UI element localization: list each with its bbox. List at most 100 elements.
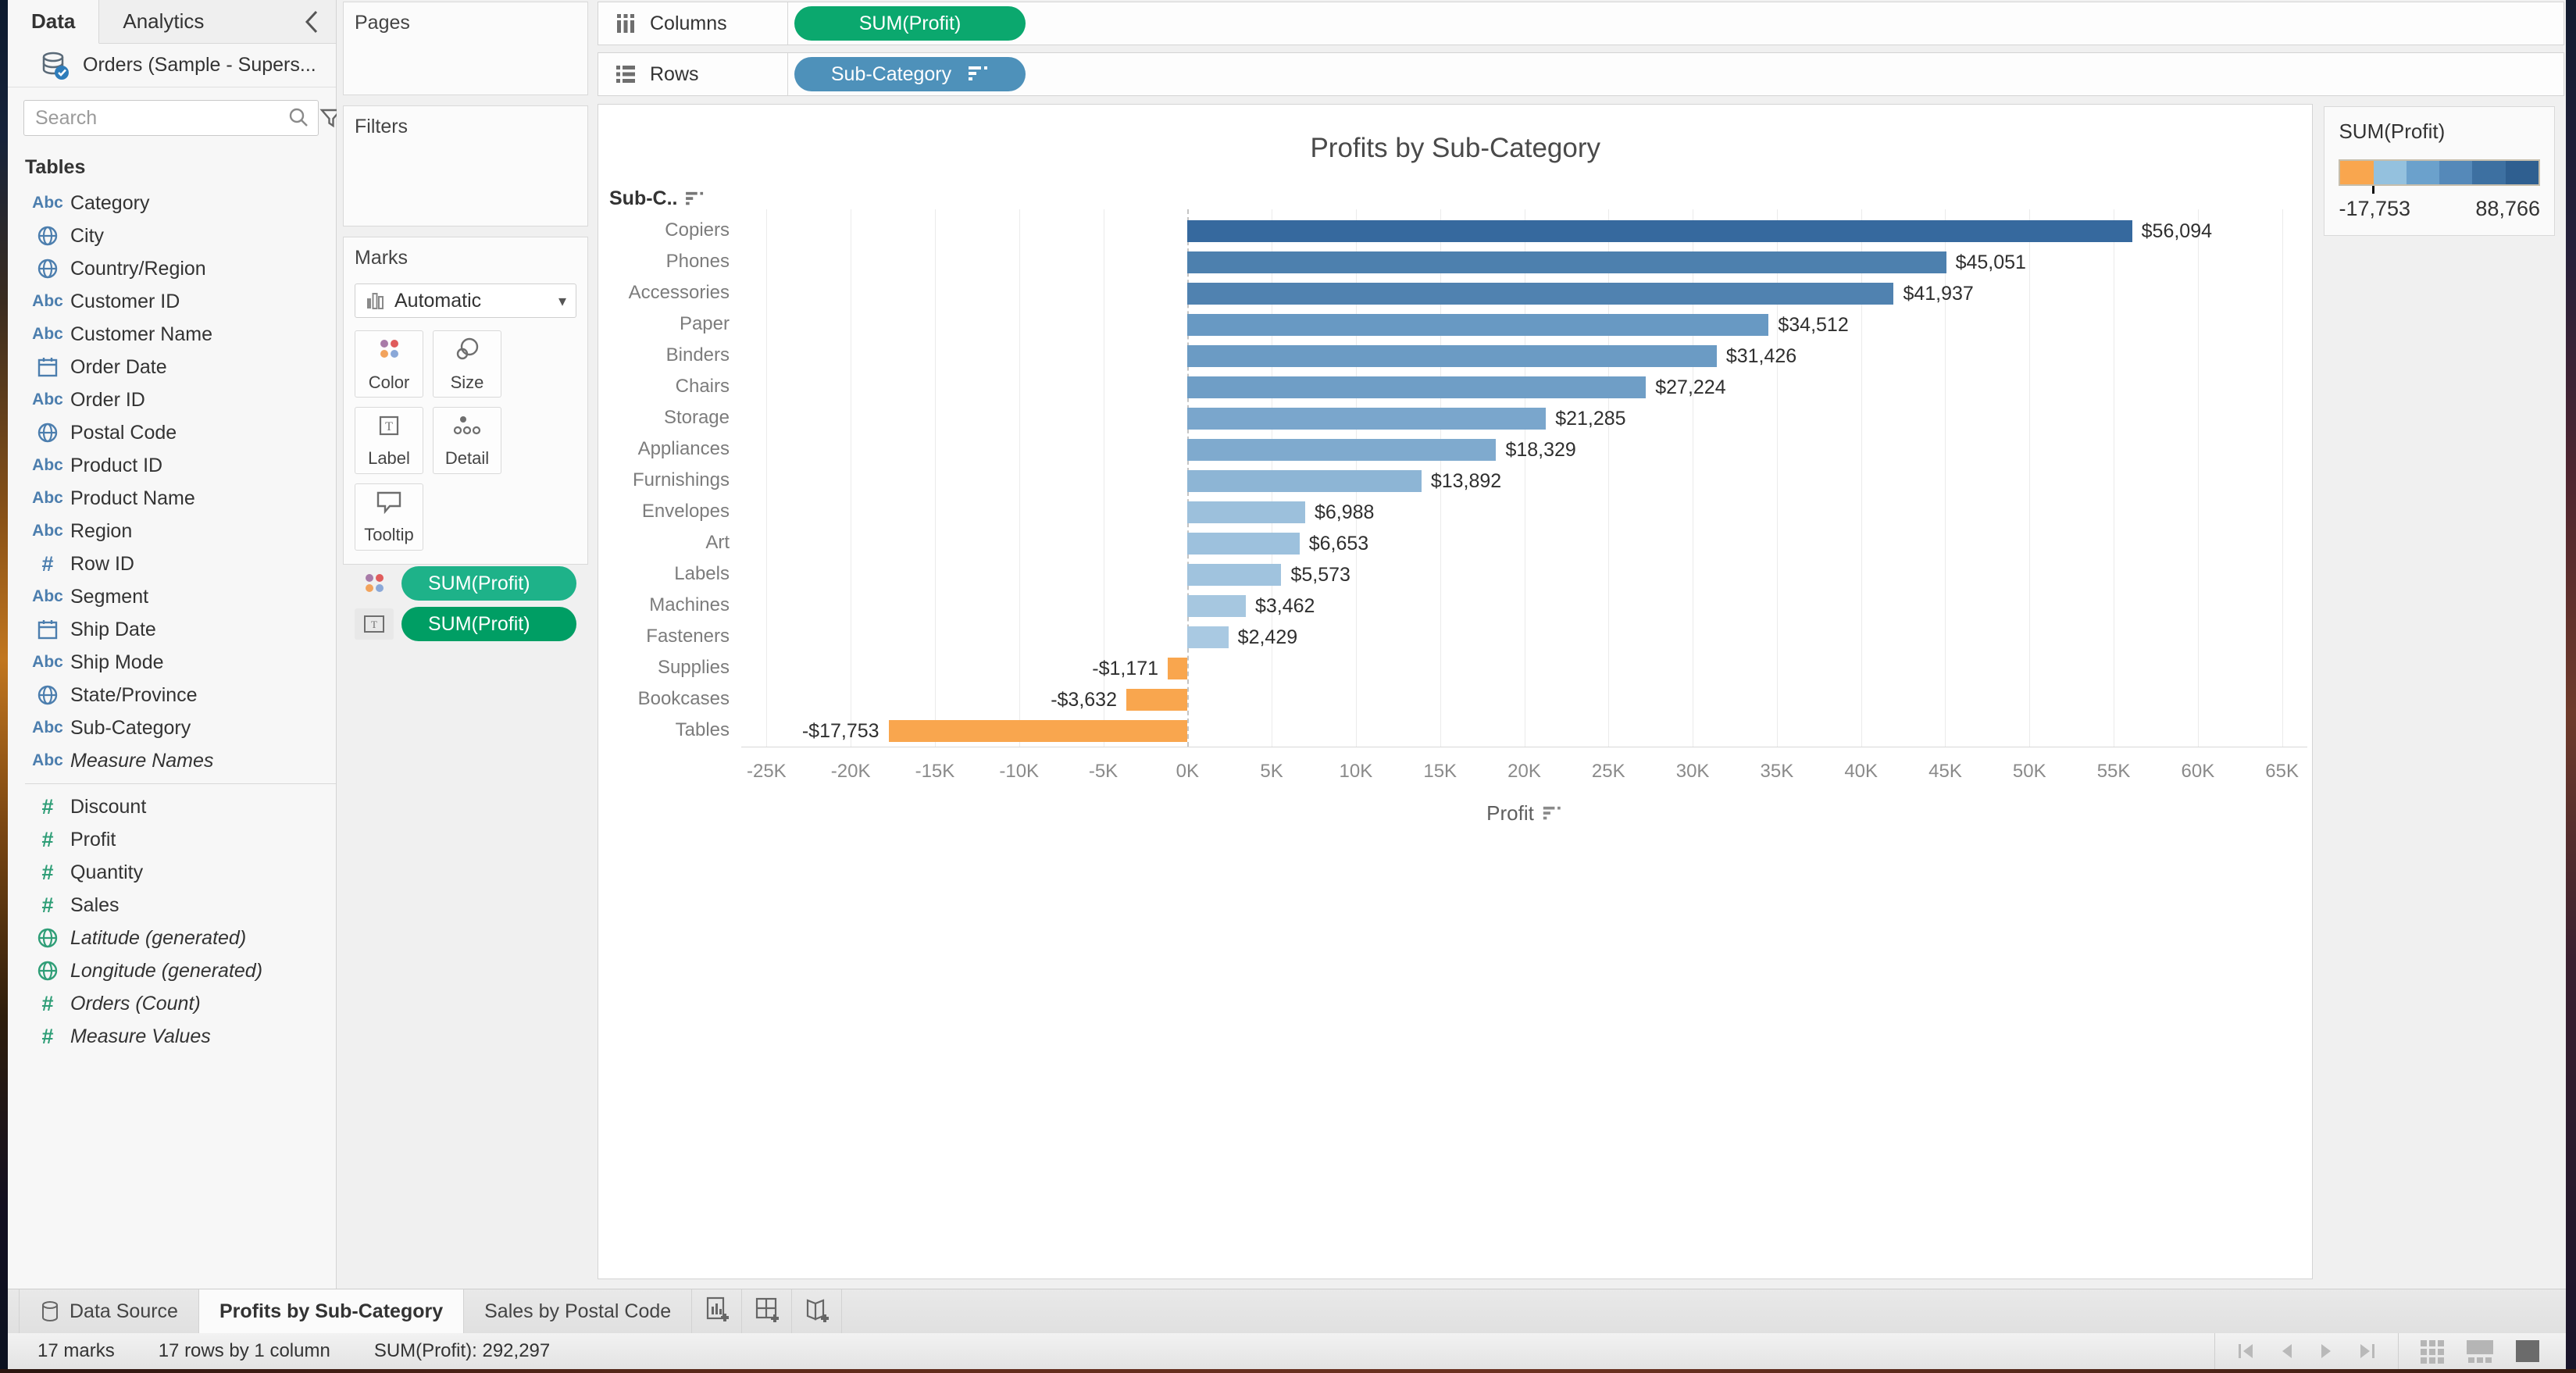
rows-shelf[interactable]: Rows Sub-Category	[598, 52, 2564, 96]
columns-shelf[interactable]: Columns SUM(Profit)	[598, 2, 2564, 45]
bar-envelopes[interactable]	[1187, 501, 1305, 523]
category-label-bookcases[interactable]: Bookcases	[637, 688, 730, 709]
field-order-date[interactable]: Order Date	[8, 351, 336, 383]
next-page-icon[interactable]	[2317, 1341, 2335, 1361]
field-segment[interactable]: Abc Segment	[8, 580, 336, 613]
category-label-chairs[interactable]: Chairs	[675, 376, 730, 397]
bar-appliances[interactable]	[1187, 439, 1497, 461]
presentation-mode-icon[interactable]	[2514, 1339, 2541, 1364]
new-dashboard-button[interactable]	[742, 1289, 793, 1333]
previous-page-icon[interactable]	[2278, 1341, 2296, 1361]
color-target-icon[interactable]	[355, 568, 394, 599]
detail-button[interactable]: Detail	[433, 407, 501, 474]
marks-pill-sum-profit[interactable]: SUM(Profit)	[401, 607, 576, 641]
new-worksheet-button[interactable]	[692, 1289, 743, 1333]
field-sub-category[interactable]: Abc Sub-Category	[8, 711, 336, 744]
category-label-furnishings[interactable]: Furnishings	[632, 469, 730, 490]
field-order-id[interactable]: Abc Order ID	[8, 383, 336, 416]
tab-data[interactable]: Data	[8, 0, 100, 44]
bar-bookcases[interactable]	[1126, 689, 1188, 711]
category-label-paper[interactable]: Paper	[679, 313, 730, 334]
label-button[interactable]: T Label	[355, 407, 423, 474]
search-box[interactable]	[23, 100, 319, 136]
category-label-tables[interactable]: Tables	[675, 719, 730, 740]
field-latitude-generated-[interactable]: Latitude (generated)	[8, 922, 336, 954]
bar-phones[interactable]	[1187, 251, 1946, 273]
x-axis-title[interactable]: Profit	[1486, 801, 1534, 825]
field-city[interactable]: City	[8, 219, 336, 252]
bar-storage[interactable]	[1187, 408, 1547, 430]
field-quantity[interactable]: # Quantity	[8, 856, 336, 889]
field-measure-names[interactable]: Abc Measure Names	[8, 744, 336, 777]
bar-labels[interactable]	[1187, 564, 1282, 586]
view-canvas[interactable]: Profits by Sub-Category Sub-C.. Copiers $…	[598, 104, 2314, 1279]
category-label-art[interactable]: Art	[705, 532, 730, 553]
search-input[interactable]	[35, 106, 287, 130]
color-legend[interactable]: SUM(Profit) -17,753 88,766	[2324, 106, 2555, 236]
bar-furnishings[interactable]	[1187, 470, 1422, 492]
tab-analytics[interactable]: Analytics	[123, 9, 205, 33]
bar-art[interactable]	[1187, 533, 1300, 555]
field-product-id[interactable]: Abc Product ID	[8, 449, 336, 482]
field-region[interactable]: Abc Region	[8, 515, 336, 547]
new-story-button[interactable]	[792, 1289, 843, 1333]
category-label-machines[interactable]: Machines	[649, 594, 730, 615]
size-button[interactable]: Size	[433, 330, 501, 398]
field-product-name[interactable]: Abc Product Name	[8, 482, 336, 515]
field-country-region[interactable]: Country/Region	[8, 252, 336, 285]
field-customer-name[interactable]: Abc Customer Name	[8, 318, 336, 351]
bar-fasteners[interactable]	[1187, 626, 1229, 648]
sheet-tab-sales-by-postal-code[interactable]: Sales by Postal Code	[464, 1289, 693, 1333]
category-label-labels[interactable]: Labels	[674, 563, 730, 584]
color-button[interactable]: Color	[355, 330, 423, 398]
filmstrip-icon[interactable]	[2464, 1339, 2496, 1364]
tooltip-button[interactable]: Tooltip	[355, 483, 423, 551]
bar-binders[interactable]	[1187, 345, 1717, 367]
bar-chairs[interactable]	[1187, 376, 1647, 398]
category-label-appliances[interactable]: Appliances	[637, 438, 730, 459]
last-page-icon[interactable]	[2356, 1341, 2378, 1361]
sheet-sorter-icon[interactable]	[2419, 1339, 2446, 1364]
rows-drop-area[interactable]: Sub-Category	[788, 53, 2564, 95]
first-page-icon[interactable]	[2235, 1341, 2257, 1361]
field-customer-id[interactable]: Abc Customer ID	[8, 285, 336, 318]
sheet-tab-data-source[interactable]: Data Source	[19, 1289, 199, 1333]
marks-pill-sum-profit[interactable]: SUM(Profit)	[401, 566, 576, 601]
category-label-phones[interactable]: Phones	[665, 251, 730, 272]
field-discount[interactable]: # Discount	[8, 790, 336, 823]
columns-drop-area[interactable]: SUM(Profit)	[788, 2, 2564, 45]
category-label-binders[interactable]: Binders	[665, 344, 730, 366]
field-ship-date[interactable]: Ship Date	[8, 613, 336, 646]
category-label-copiers[interactable]: Copiers	[665, 219, 730, 241]
rows-pill-sub-category[interactable]: Sub-Category	[794, 57, 1026, 91]
bar-accessories[interactable]	[1187, 283, 1894, 305]
category-label-envelopes[interactable]: Envelopes	[641, 501, 730, 522]
row-field-header[interactable]: Sub-C..	[609, 187, 705, 210]
bar-supplies[interactable]	[1168, 658, 1188, 679]
sort-descending-icon[interactable]	[1543, 805, 1562, 822]
field-state-province[interactable]: State/Province	[8, 679, 336, 711]
field-orders-count-[interactable]: # Orders (Count)	[8, 987, 336, 1020]
category-label-accessories[interactable]: Accessories	[628, 282, 730, 303]
field-sales[interactable]: # Sales	[8, 889, 336, 922]
field-longitude-generated-[interactable]: Longitude (generated)	[8, 954, 336, 987]
columns-pill-sum-profit[interactable]: SUM(Profit)	[794, 6, 1026, 41]
bar-tables[interactable]	[888, 720, 1188, 742]
field-category[interactable]: Abc Category	[8, 187, 336, 219]
category-label-storage[interactable]: Storage	[663, 407, 730, 428]
field-row-id[interactable]: # Row ID	[8, 547, 336, 580]
pages-shelf[interactable]: Pages	[343, 2, 588, 95]
sheet-tab-profits-by-sub-category[interactable]: Profits by Sub-Category	[198, 1289, 465, 1333]
category-label-supplies[interactable]: Supplies	[657, 657, 730, 678]
field-postal-code[interactable]: Postal Code	[8, 416, 336, 449]
collapse-pane-button[interactable]	[287, 0, 336, 43]
field-profit[interactable]: # Profit	[8, 823, 336, 856]
category-label-fasteners[interactable]: Fasteners	[646, 626, 730, 647]
mark-type-dropdown[interactable]: Automatic ▾	[355, 284, 576, 318]
bar-machines[interactable]	[1187, 595, 1246, 617]
bar-paper[interactable]	[1187, 314, 1769, 336]
filters-shelf[interactable]: Filters	[343, 105, 588, 226]
label-target-icon[interactable]: T	[355, 608, 394, 640]
field-measure-values[interactable]: # Measure Values	[8, 1020, 336, 1053]
datasource-item[interactable]: Orders (Sample - Supers...	[8, 44, 336, 87]
